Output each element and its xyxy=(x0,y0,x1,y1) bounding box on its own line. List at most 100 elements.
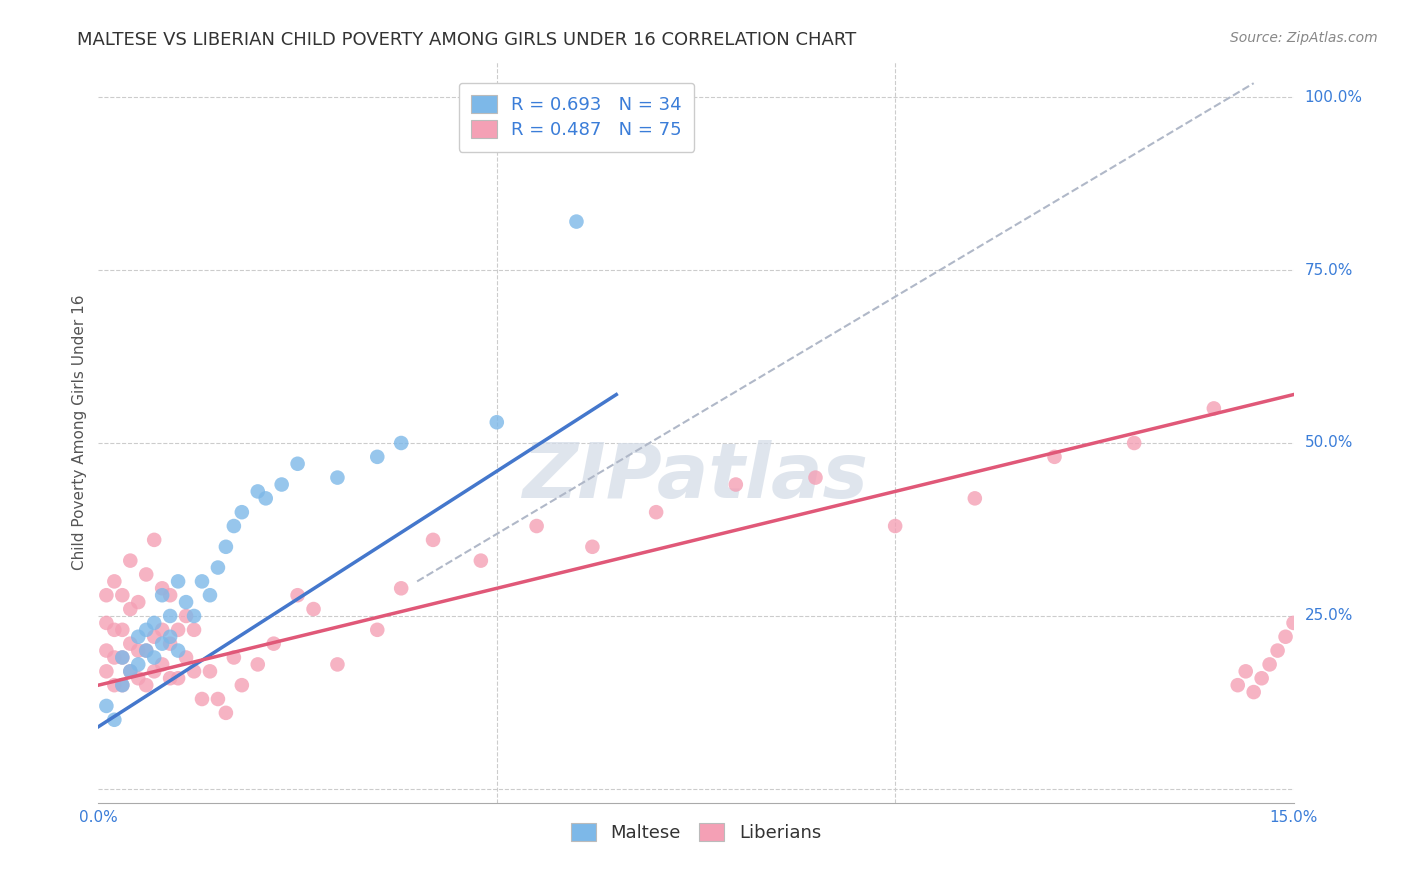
Point xyxy=(150,623,173,637)
Text: Source: ZipAtlas.com: Source: ZipAtlas.com xyxy=(1230,31,1378,45)
Point xyxy=(167,574,190,589)
Point xyxy=(96,615,118,630)
Point xyxy=(174,595,197,609)
Point xyxy=(1267,643,1289,657)
Point xyxy=(1315,560,1337,574)
Point xyxy=(111,650,134,665)
Point xyxy=(215,540,238,554)
Point xyxy=(485,415,508,429)
Point xyxy=(246,657,269,672)
Point xyxy=(159,637,181,651)
Point xyxy=(120,554,142,568)
Point xyxy=(159,588,181,602)
Text: 50.0%: 50.0% xyxy=(1305,435,1353,450)
Point xyxy=(645,505,668,519)
Point xyxy=(111,678,134,692)
Point xyxy=(143,615,166,630)
Point xyxy=(526,519,548,533)
Point xyxy=(120,637,142,651)
Point xyxy=(326,657,349,672)
Legend: Maltese, Liberians: Maltese, Liberians xyxy=(564,816,828,849)
Point xyxy=(111,678,134,692)
Point xyxy=(111,650,134,665)
Point xyxy=(287,457,309,471)
Point xyxy=(143,533,166,547)
Point xyxy=(167,643,190,657)
Point xyxy=(135,643,157,657)
Point xyxy=(150,637,173,651)
Point xyxy=(103,650,125,665)
Point xyxy=(135,623,157,637)
Point xyxy=(120,665,142,679)
Point xyxy=(135,678,157,692)
Point xyxy=(389,436,412,450)
Point xyxy=(96,643,118,657)
Point xyxy=(231,678,253,692)
Point xyxy=(191,692,214,706)
Point xyxy=(246,484,269,499)
Point xyxy=(103,623,125,637)
Point xyxy=(167,623,190,637)
Point xyxy=(96,698,118,713)
Point xyxy=(581,540,603,554)
Text: ZIPatlas: ZIPatlas xyxy=(523,440,869,514)
Point xyxy=(198,588,221,602)
Point xyxy=(724,477,747,491)
Point xyxy=(366,450,388,464)
Point xyxy=(1243,685,1265,699)
Point xyxy=(127,671,149,685)
Point xyxy=(127,657,149,672)
Point xyxy=(183,623,205,637)
Point xyxy=(470,554,492,568)
Point xyxy=(167,671,190,685)
Point xyxy=(254,491,277,506)
Point xyxy=(1282,615,1305,630)
Point xyxy=(120,602,142,616)
Point xyxy=(302,602,325,616)
Point xyxy=(143,630,166,644)
Point xyxy=(159,671,181,685)
Point xyxy=(1250,671,1272,685)
Point xyxy=(1234,665,1257,679)
Point xyxy=(1291,602,1313,616)
Point xyxy=(143,665,166,679)
Point xyxy=(120,665,142,679)
Point xyxy=(174,650,197,665)
Point xyxy=(326,470,349,484)
Point xyxy=(183,665,205,679)
Point xyxy=(135,643,157,657)
Point xyxy=(127,643,149,657)
Point xyxy=(1043,450,1066,464)
Point xyxy=(127,595,149,609)
Point xyxy=(135,567,157,582)
Point xyxy=(111,623,134,637)
Point xyxy=(198,665,221,679)
Point xyxy=(96,588,118,602)
Point xyxy=(1123,436,1146,450)
Point xyxy=(103,678,125,692)
Point xyxy=(1298,588,1320,602)
Point xyxy=(1274,630,1296,644)
Point xyxy=(366,623,388,637)
Point xyxy=(150,657,173,672)
Point xyxy=(215,706,238,720)
Point xyxy=(1202,401,1225,416)
Point xyxy=(96,665,118,679)
Point xyxy=(287,588,309,602)
Point xyxy=(804,470,827,484)
Point xyxy=(183,609,205,624)
Point xyxy=(174,609,197,624)
Point xyxy=(222,519,245,533)
Point xyxy=(191,574,214,589)
Point xyxy=(127,630,149,644)
Point xyxy=(1306,574,1329,589)
Y-axis label: Child Poverty Among Girls Under 16: Child Poverty Among Girls Under 16 xyxy=(72,295,87,570)
Point xyxy=(103,713,125,727)
Point xyxy=(263,637,285,651)
Point xyxy=(159,630,181,644)
Point xyxy=(150,588,173,602)
Point xyxy=(565,214,588,228)
Point xyxy=(1226,678,1249,692)
Text: 100.0%: 100.0% xyxy=(1305,89,1362,104)
Text: 25.0%: 25.0% xyxy=(1305,608,1353,624)
